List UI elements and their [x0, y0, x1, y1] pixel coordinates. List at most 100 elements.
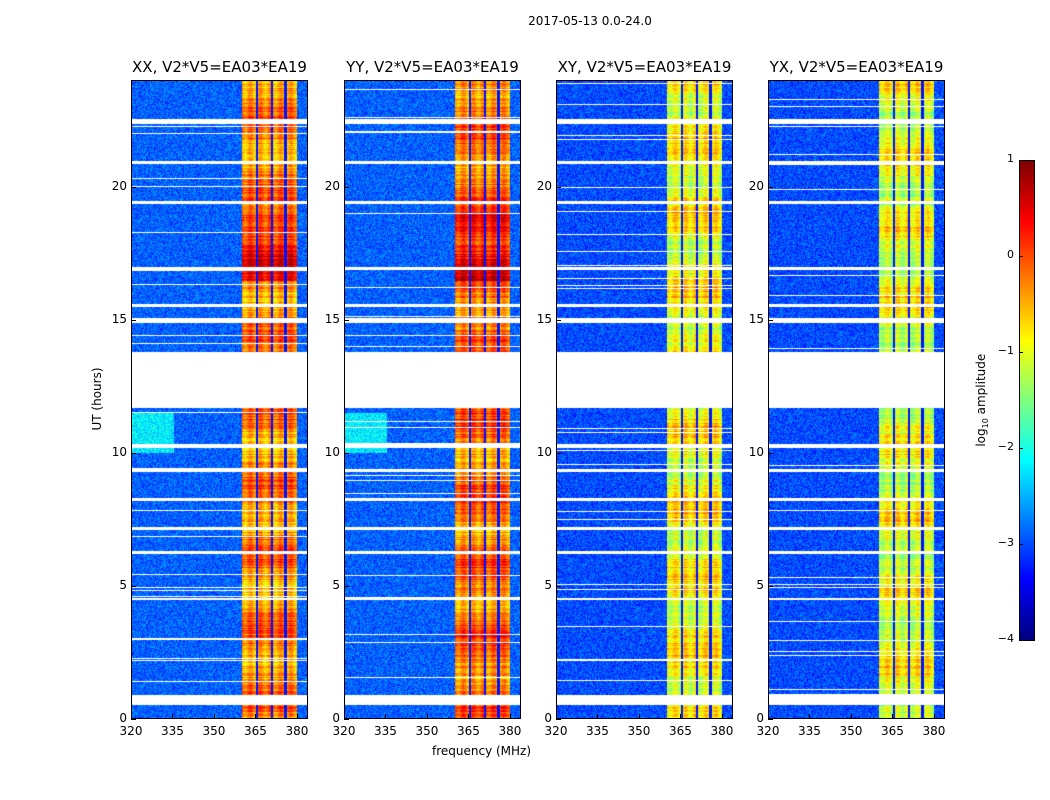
- y-tick-mark: [344, 452, 349, 454]
- x-tick-mark: [213, 714, 215, 719]
- x-tick-label: 380: [498, 724, 522, 738]
- x-tick-mark: [172, 714, 174, 719]
- y-tick-mark: [556, 452, 561, 454]
- y-tick-label: 10: [536, 444, 552, 459]
- x-tick-mark: [556, 714, 557, 719]
- colorbar: [1019, 160, 1035, 641]
- y-tick-mark: [768, 719, 773, 720]
- x-tick-label: 380: [922, 724, 946, 738]
- x-tick-mark: [680, 714, 682, 719]
- colorbar-tick-mark: [1019, 640, 1023, 641]
- colorbar-tick-label: −1: [997, 344, 1014, 357]
- x-tick-mark: [468, 714, 470, 719]
- y-tick-mark: [768, 186, 773, 188]
- x-tick-label: 350: [627, 724, 651, 738]
- x-tick-label: 320: [544, 724, 568, 738]
- x-tick-label: 380: [285, 724, 309, 738]
- colorbar-tick-label: −2: [997, 440, 1014, 453]
- y-tick-label: 10: [324, 444, 340, 459]
- spectrogram-image: [132, 81, 307, 718]
- y-tick-label: 0: [332, 711, 340, 725]
- x-tick-mark: [933, 714, 935, 719]
- x-tick-label: 320: [332, 724, 356, 738]
- y-tick-mark: [556, 319, 561, 321]
- y-tick-mark: [556, 585, 561, 587]
- x-tick-label: 380: [710, 724, 734, 738]
- spectrogram-panel: [344, 80, 521, 719]
- x-tick-mark: [344, 714, 345, 719]
- y-tick-label: 5: [332, 577, 340, 592]
- x-tick-label: 320: [756, 724, 780, 738]
- y-tick-mark: [131, 186, 136, 188]
- y-tick-mark: [131, 719, 136, 720]
- x-tick-mark: [721, 714, 723, 719]
- x-tick-label: 365: [881, 724, 904, 738]
- x-tick-label: 320: [119, 724, 143, 738]
- y-tick-mark: [344, 719, 349, 720]
- y-tick-label: 15: [111, 311, 127, 326]
- y-tick-label: 20: [111, 178, 127, 193]
- y-tick-label: 5: [756, 577, 764, 592]
- y-tick-label: 20: [324, 178, 340, 193]
- y-tick-label: 15: [324, 311, 340, 326]
- colorbar-label: log10 amplitude: [974, 350, 990, 450]
- spectrogram-image: [345, 81, 520, 718]
- x-tick-mark: [255, 714, 257, 719]
- colorbar-label-sub: 10: [981, 418, 991, 429]
- colorbar-tick-mark: [1019, 256, 1023, 257]
- spectrogram-panel: [131, 80, 308, 719]
- spectrogram-panel: [556, 80, 733, 719]
- x-tick-mark: [638, 714, 640, 719]
- y-tick-mark: [556, 719, 561, 720]
- y-tick-mark: [131, 319, 136, 321]
- panel-title: YX, V2*V5=EA03*EA19: [769, 58, 944, 76]
- colorbar-label-rest: amplitude: [973, 353, 988, 419]
- colorbar-tick-label: 0: [1007, 248, 1014, 261]
- colorbar-tick-mark: [1019, 544, 1023, 545]
- x-tick-mark: [385, 714, 387, 719]
- x-tick-mark: [426, 714, 428, 719]
- colorbar-tick-mark: [1019, 352, 1023, 353]
- panel-title: YY, V2*V5=EA03*EA19: [346, 58, 519, 76]
- y-tick-mark: [344, 319, 349, 321]
- spectrogram-image: [769, 81, 944, 718]
- x-tick-mark: [768, 714, 769, 719]
- y-tick-label: 0: [756, 711, 764, 725]
- x-tick-mark: [296, 714, 298, 719]
- y-tick-label: 0: [544, 711, 552, 725]
- spectrogram-image: [557, 81, 732, 718]
- panel-title: XY, V2*V5=EA03*EA19: [557, 58, 732, 76]
- x-axis-label: frequency (MHz): [432, 744, 532, 758]
- figure-title: 2017-05-13 0.0-24.0: [528, 14, 652, 28]
- x-tick-label: 335: [586, 724, 609, 738]
- y-tick-mark: [131, 585, 136, 587]
- x-tick-label: 365: [244, 724, 267, 738]
- x-tick-label: 350: [202, 724, 226, 738]
- y-tick-mark: [131, 452, 136, 454]
- y-tick-mark: [344, 585, 349, 587]
- colorbar-tick-label: −3: [997, 536, 1014, 549]
- y-tick-label: 0: [119, 711, 127, 725]
- x-tick-label: 350: [415, 724, 439, 738]
- y-tick-label: 20: [748, 178, 764, 193]
- x-tick-label: 335: [798, 724, 821, 738]
- y-tick-label: 5: [544, 577, 552, 592]
- y-tick-mark: [344, 186, 349, 188]
- y-axis-label: UT (hours): [90, 367, 104, 431]
- x-tick-mark: [809, 714, 811, 719]
- x-tick-mark: [509, 714, 511, 719]
- spectrogram-panel: [768, 80, 945, 719]
- y-tick-mark: [768, 452, 773, 454]
- x-tick-mark: [850, 714, 852, 719]
- x-tick-mark: [892, 714, 894, 719]
- colorbar-tick-mark: [1019, 448, 1023, 449]
- x-tick-label: 350: [839, 724, 863, 738]
- colorbar-tick-label: −4: [997, 632, 1014, 645]
- x-tick-mark: [597, 714, 599, 719]
- y-tick-label: 15: [536, 311, 552, 326]
- y-tick-mark: [556, 186, 561, 188]
- panel-title: XX, V2*V5=EA03*EA19: [132, 58, 307, 76]
- x-tick-label: 365: [457, 724, 480, 738]
- y-tick-label: 10: [111, 444, 127, 459]
